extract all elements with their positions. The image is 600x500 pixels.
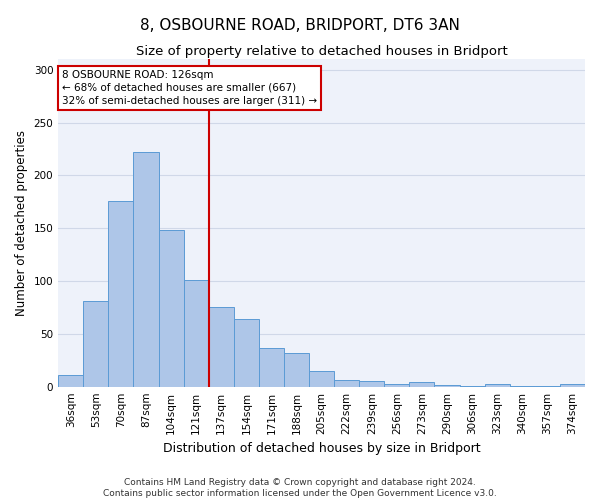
Bar [83,301,109,386]
Bar [334,380,359,386]
Bar [284,353,309,386]
Text: 8, OSBOURNE ROAD, BRIDPORT, DT6 3AN: 8, OSBOURNE ROAD, BRIDPORT, DT6 3AN [140,18,460,32]
Bar [359,382,385,386]
Text: 8 OSBOURNE ROAD: 126sqm
← 68% of detached houses are smaller (667)
32% of semi-d: 8 OSBOURNE ROAD: 126sqm ← 68% of detache… [62,70,317,106]
Bar [234,319,259,386]
Text: Contains HM Land Registry data © Crown copyright and database right 2024.
Contai: Contains HM Land Registry data © Crown c… [103,478,497,498]
Y-axis label: Number of detached properties: Number of detached properties [15,130,28,316]
Bar [133,152,158,386]
Bar [434,384,460,386]
Bar [485,384,510,386]
Bar [309,371,334,386]
X-axis label: Distribution of detached houses by size in Bridport: Distribution of detached houses by size … [163,442,481,455]
Bar [209,308,234,386]
Bar [385,384,409,386]
Bar [158,230,184,386]
Bar [259,348,284,387]
Title: Size of property relative to detached houses in Bridport: Size of property relative to detached ho… [136,45,508,58]
Bar [109,200,133,386]
Bar [409,382,434,386]
Bar [560,384,585,386]
Bar [58,375,83,386]
Bar [184,280,209,386]
